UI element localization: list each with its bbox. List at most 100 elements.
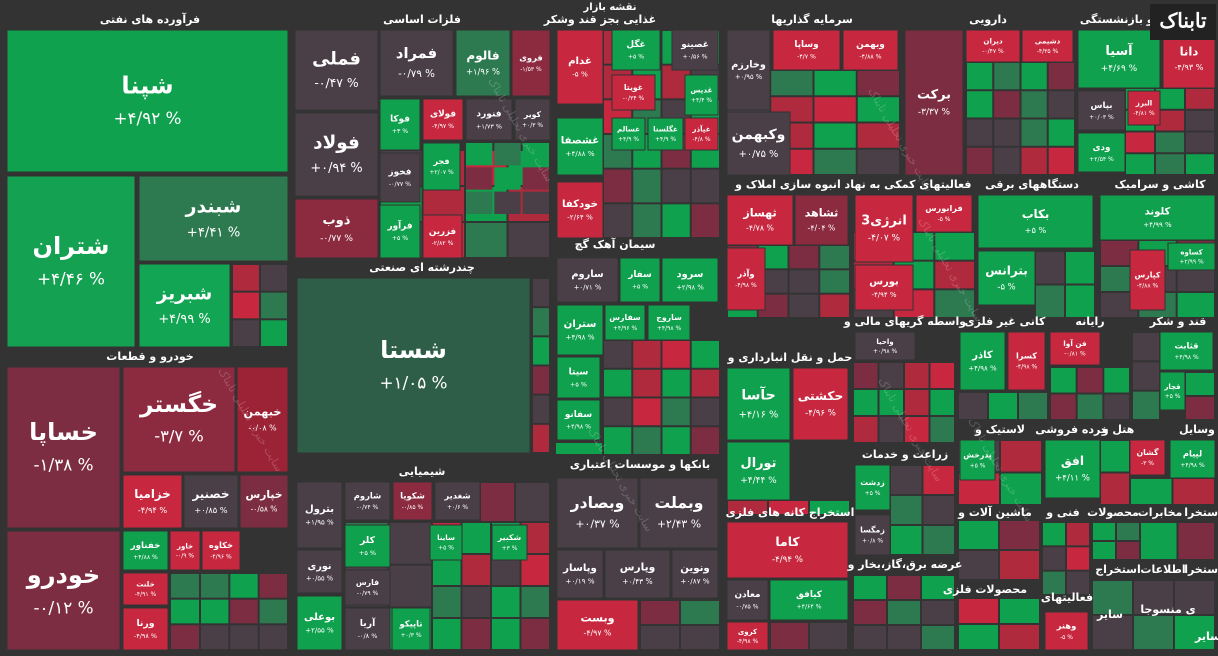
filler-tile [691,204,719,237]
filler-tile [494,191,521,214]
tile-box [429,524,463,561]
tile-change: -۴/۹۷ % [432,123,454,130]
tile-change: -۴/۸۸ % [1137,282,1159,289]
filler-tile [1021,91,1047,118]
tile-change: -۴/۹۱ % [135,591,157,598]
filler-tile [1093,523,1115,540]
filler-tile [930,390,954,415]
tile-change: -۴/۹۸ % [737,638,759,645]
tile-box [294,29,379,111]
tile-box [379,204,421,259]
tile-name: وکبهمن [732,127,786,143]
filler-tile [1186,132,1214,153]
tile: غدیس +۴/۴ % [684,74,719,116]
sector-label: فعالیتهای [1041,591,1093,604]
sector-label: سایر [1194,630,1218,643]
filler-tile [1019,393,1047,419]
tile-change: -۰/۷۹ % [357,590,379,597]
tile-change: +۴/۴ % [691,97,712,104]
sector-label: محصولات [1087,506,1139,519]
tile-name: تاپیکو [399,618,423,629]
tile: معادن -۰/۷۵ % [726,579,769,621]
filler-tile [633,204,661,237]
filler-tile [466,167,493,190]
filler-tile [533,279,549,307]
filler-tile [1051,368,1076,393]
tile-name: خودکفا [562,199,598,210]
filler-tile [462,619,490,649]
tile-name: بترانس [985,263,1027,277]
tile-box [726,194,794,246]
tile-change: +۰/۶ % [447,504,468,511]
tile-change: +۴/۴۴ % [740,476,777,486]
tile-box [772,29,841,71]
filler-tile [1186,89,1214,109]
tile: قچار +۵ % [1159,371,1186,411]
tile-box [684,74,719,116]
filler-tile [230,599,258,624]
filler-tile [1093,616,1132,649]
tile: فملی -۰/۴۷ % [294,29,379,111]
tile: شاروم -۰/۷۴ % [344,481,391,521]
filler-tile [533,366,549,394]
sector-label: دستگاههای برقی [985,178,1079,191]
filler-tile [1175,581,1214,614]
filler-tile [1051,394,1076,419]
sector-label: وسایل [1179,423,1215,436]
tile-change: -۰/۸۵ % [402,504,424,511]
tile-box [726,621,769,651]
tile-name: خگستر [139,390,218,418]
filler-tile [922,576,954,599]
tile: ونوین +۰/۸۷ % [671,549,719,599]
filler-tile [935,233,974,260]
filler-tile [1066,252,1094,284]
filler-tile [521,587,549,617]
filler-tile [1043,547,1065,570]
filler-tile [994,147,1020,174]
filler-tile [516,483,549,521]
filler-tile [879,363,903,388]
tile-name: سرود [677,269,704,280]
tile-name: شغدیر [443,490,470,501]
tile-change: +۴/۴۱ % [187,226,240,241]
filler-tile [201,625,229,649]
tile-box [511,29,551,97]
sector-label: استخراج کانه های فلزی [726,506,855,520]
tile: شکبیر +۳ % [491,524,528,561]
tile-name: آریا [360,617,376,629]
filler-tile [1117,523,1139,540]
filler-tile [662,369,690,397]
tile: فوکا +۳ % [379,98,421,151]
tile-change: +۰/۵۶ % [682,54,707,61]
tile-name: بوعلی [304,612,335,623]
tile-box [1021,29,1074,63]
filler-tile [233,292,259,319]
filler-tile [1066,285,1094,317]
tile-name: غدیس [690,86,712,95]
tile-name: وبملت [655,494,704,512]
tile: دشیمی -۴/۳۵ % [1021,29,1074,63]
tile-change: +۴/۱۱ % [1055,474,1090,484]
tile-name: وبست [580,611,614,624]
filler-tile [261,320,287,346]
tile: وکبهمن +۰/۷۵ % [726,111,791,176]
filler-tile [201,599,229,624]
filler-tile [1177,267,1214,291]
filler-tile [810,501,849,514]
tile: خودرو -۰/۱۲ % [6,530,121,651]
tile-box [556,549,604,599]
filler-tile [533,337,549,365]
filler-tile [891,466,922,494]
filler-tile [1134,616,1173,649]
tile-name: فروی [519,52,543,63]
sector-label: شیمیایی [399,465,446,478]
filler-tile [533,395,549,423]
tile: غدام -۵ % [556,29,604,105]
filler-tile [967,91,993,118]
filler-tile [1043,571,1065,594]
tile-change: +۵ % [865,490,881,497]
tile-change: +۵ % [1165,393,1181,400]
tile-change: -۱/۳۸ % [33,455,93,475]
tile-box [122,572,169,606]
tile: فنورد +۱/۷۳ % [465,98,513,141]
